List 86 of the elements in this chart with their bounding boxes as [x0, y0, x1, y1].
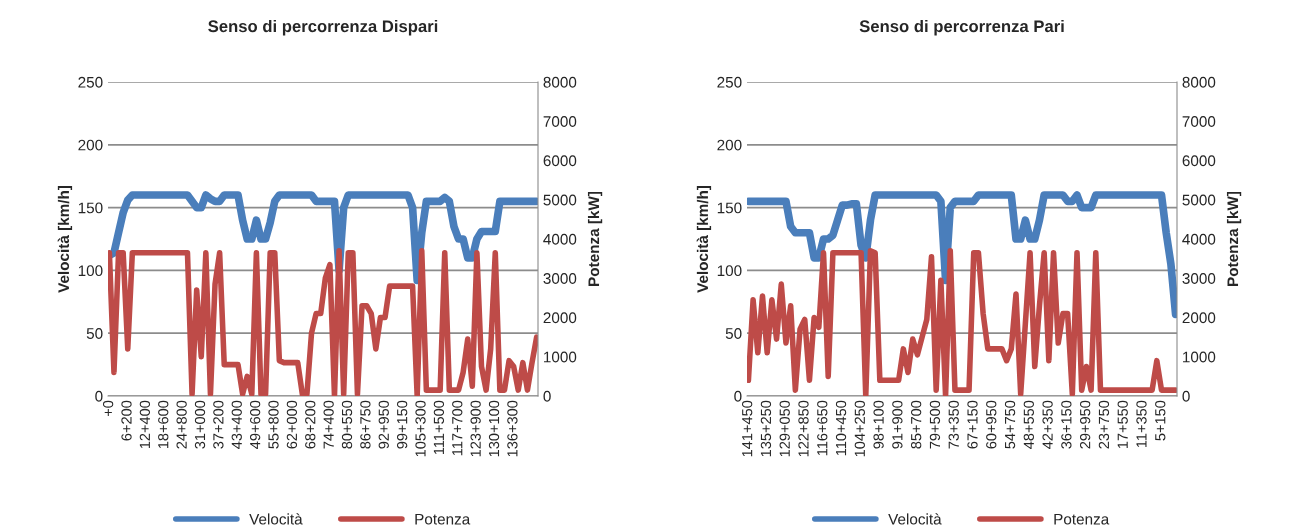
x-tick-label: 116+650	[817, 400, 828, 456]
x-tick-label: 99+150	[396, 400, 408, 449]
x-tick-label: 43+400	[231, 400, 242, 449]
y-tick-label: 0	[734, 390, 742, 402]
chart-title: Senso di percorrenza Pari	[859, 19, 1064, 36]
x-tick-label: 68+200	[305, 400, 316, 449]
x-tick-label: 55+800	[268, 400, 279, 449]
y2-tick-label: 6000	[1182, 155, 1216, 167]
y2-tick-label: 8000	[1182, 76, 1216, 88]
x-tick-label: 122+850	[798, 400, 809, 457]
y2-tick-label: 5000	[543, 194, 577, 206]
y-axis-title: Velocità [km/h]	[57, 185, 73, 293]
y2-tick-label: 0	[1182, 390, 1190, 402]
y-axis-title: Velocità [km/h]	[696, 185, 712, 293]
y-tick-label: 50	[86, 328, 103, 339]
legend-label: Velocità	[888, 513, 942, 525]
x-tick-label: 23+750	[1098, 400, 1110, 449]
y2-tick-label: 3000	[1182, 273, 1216, 284]
x-tick-label: 123+900	[470, 400, 481, 457]
x-tick-label: 104+250	[854, 400, 865, 457]
y2-tick-label: 8000	[543, 76, 577, 88]
x-tick-label: 6+200	[121, 400, 132, 441]
y2-tick-label: 1000	[544, 351, 577, 363]
y-tick-label: 250	[717, 76, 742, 88]
x-tick-label: 31+000	[194, 400, 206, 449]
x-tick-label: 11+350	[1136, 400, 1147, 448]
y-tick-label: 50	[725, 328, 742, 339]
x-tick-label: 62+000	[286, 400, 298, 449]
x-tick-label: 24+800	[176, 400, 187, 449]
x-tick-label: 117+700	[452, 400, 463, 456]
y2-tick-label: 1000	[1183, 351, 1216, 363]
x-tick-label: 74+400	[323, 400, 334, 449]
y2-tick-label: 3000	[543, 273, 577, 284]
y2-tick-label: 7000	[1182, 116, 1216, 127]
x-tick-label: 105+300	[415, 400, 426, 457]
y-tick-label: 250	[78, 76, 103, 88]
x-tick-label: 42+350	[1042, 400, 1053, 449]
x-tick-label: 67+150	[967, 400, 978, 449]
y-tick-label: 100	[78, 265, 103, 277]
y-tick-label: 150	[717, 202, 742, 214]
x-tick-label: 18+600	[158, 400, 169, 449]
x-tick-label: 141+450	[742, 400, 753, 457]
x-tick-label: 86+750	[360, 400, 371, 449]
x-tick-label: 110+450	[835, 400, 847, 456]
legend-label: Velocità	[249, 513, 303, 525]
x-tick-label: 5+150	[1155, 400, 1166, 441]
x-tick-label: 60+950	[986, 400, 997, 449]
x-tick-label: 17+550	[1117, 400, 1128, 449]
x-tick-label: 129+050	[779, 400, 790, 457]
y-tick-label: 200	[717, 139, 742, 151]
x-tick-label: 79+500	[929, 400, 941, 449]
x-tick-label: 91+900	[892, 400, 903, 449]
x-tick-label: 73+350	[948, 400, 959, 449]
x-tick-label: 37+200	[213, 400, 224, 449]
x-tick-label: 29+950	[1079, 400, 1091, 449]
x-tick-label: 98+100	[873, 400, 884, 449]
y2-tick-label: 2000	[1182, 312, 1216, 324]
y2-tick-label: 4000	[543, 233, 577, 245]
x-tick-label: 49+600	[249, 400, 261, 449]
x-tick-label: 54+750	[1004, 400, 1016, 449]
x-tick-label: 136+300	[507, 400, 518, 457]
x-tick-label: 85+700	[910, 400, 922, 449]
x-tick-label: 48+550	[1023, 400, 1034, 449]
x-tick-label: 130+100	[488, 400, 500, 457]
y2-axis-title: Potenza [kW]	[1226, 191, 1242, 286]
y2-tick-label: 7000	[543, 116, 577, 127]
legend-label: Potenza	[1054, 513, 1110, 525]
y-tick-label: 100	[717, 265, 742, 277]
legend-label: Potenza	[415, 513, 471, 525]
x-tick-label: 80+550	[341, 400, 353, 449]
y2-tick-label: 5000	[1182, 194, 1216, 206]
y2-tick-label: 0	[543, 390, 551, 402]
y2-tick-label: 6000	[543, 155, 577, 167]
x-tick-label: +0	[102, 400, 114, 417]
y2-tick-label: 4000	[1182, 233, 1216, 245]
x-tick-label: 92+950	[378, 400, 389, 449]
y-tick-label: 0	[95, 390, 103, 402]
y-tick-label: 200	[78, 139, 103, 151]
x-tick-label: 135+250	[760, 400, 772, 457]
chart-title: Senso di percorrenza Dispari	[208, 19, 438, 36]
y-tick-label: 150	[78, 202, 103, 214]
x-tick-label: 12+400	[139, 400, 151, 449]
y2-axis-title: Potenza [kW]	[587, 191, 603, 286]
y2-tick-label: 2000	[543, 312, 577, 324]
x-tick-label: 36+150	[1061, 400, 1072, 449]
x-tick-label: 111+500	[433, 400, 445, 455]
